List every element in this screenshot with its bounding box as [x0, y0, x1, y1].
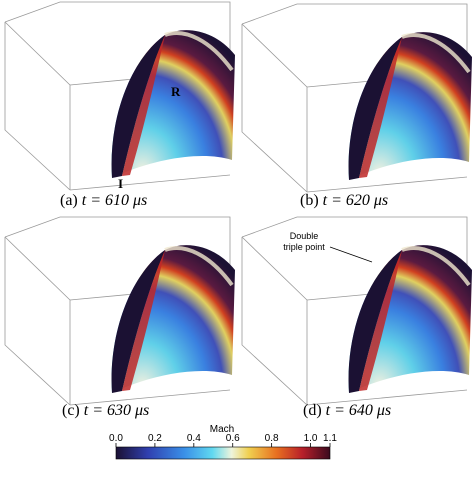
panel-render [240, 215, 474, 407]
panel-render [3, 215, 237, 407]
colorbar [115, 446, 331, 460]
annotation: I [118, 176, 123, 191]
caption-time: t = 620 μs [323, 192, 389, 209]
colorbar-tick-label: 0.8 [265, 433, 279, 444]
annotation: Double [290, 231, 319, 241]
caption: (a) t = 610 μs [60, 192, 147, 209]
annotation: R [171, 84, 181, 99]
colorbar-tick-label: 0.0 [109, 433, 123, 444]
colorbar-tick-label: 1.1 [323, 433, 337, 444]
caption-label: (d) [303, 402, 322, 419]
caption-label: (b) [300, 192, 319, 209]
caption: (d) t = 640 μs [303, 402, 391, 419]
colorbar-tick-label: 0.6 [226, 433, 240, 444]
caption-label: (a) [60, 192, 78, 209]
caption-time: t = 640 μs [326, 402, 392, 419]
caption-label: (c) [62, 402, 80, 419]
colorbar-tick-label: 0.2 [148, 433, 162, 444]
panel-render [3, 0, 237, 192]
colorbar-label: Mach [210, 424, 234, 435]
caption-time: t = 610 μs [82, 192, 148, 209]
panel-render [240, 2, 474, 194]
colorbar-tick-label: 1.0 [304, 433, 318, 444]
caption: (c) t = 630 μs [62, 402, 149, 419]
annotation-arrow [329, 246, 373, 263]
caption: (b) t = 620 μs [300, 192, 388, 209]
colorbar-tick-label: 0.4 [187, 433, 201, 444]
annotation: triple point [283, 242, 325, 252]
caption-time: t = 630 μs [84, 402, 150, 419]
